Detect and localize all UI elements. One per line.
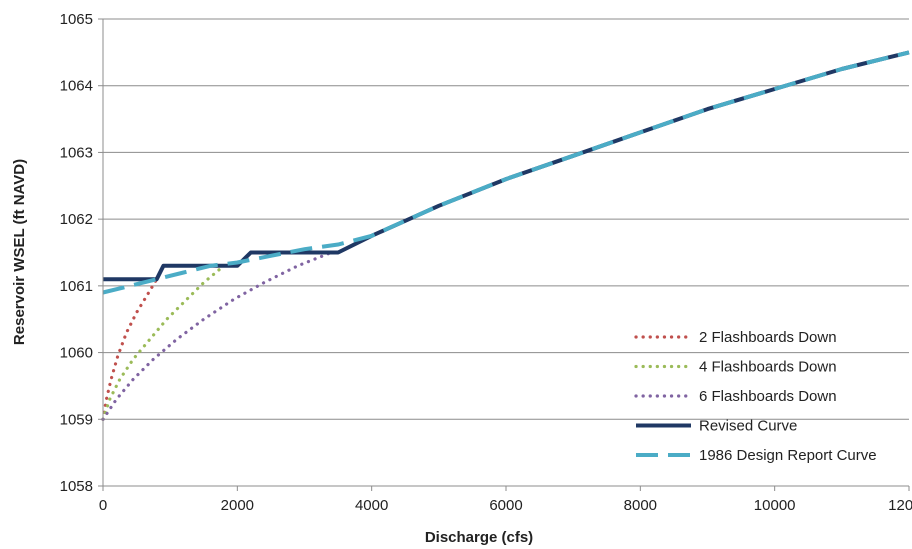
- legend-label-2-flashboards-down: 2 Flashboards Down: [699, 329, 837, 346]
- series-line-4-flashboards-down: [101, 264, 226, 421]
- y-tick-label: 1063: [60, 144, 93, 161]
- x-tick-label: 10000: [754, 497, 796, 514]
- x-axis-title: Discharge (cfs): [425, 529, 533, 546]
- legend-label-4-flashboards-down: 4 Flashboards Down: [699, 359, 837, 376]
- y-tick-label: 1059: [60, 411, 93, 428]
- legend-label-1986-design-report-curve: 1986 Design Report Curve: [699, 447, 877, 464]
- y-tick-label: 1061: [60, 278, 93, 295]
- legend: 2 Flashboards Down 4 Flashboards Down 6 Fl…: [634, 329, 877, 464]
- y-axis-title: Reservoir WSEL (ft NAVD): [11, 159, 28, 345]
- x-tick-label: 2000: [221, 497, 254, 514]
- y-tick-label: 1060: [60, 345, 93, 362]
- y-axis-ticks: 1058 1059 1060 1061 1062 1063 1064 1065: [60, 11, 103, 495]
- series-line-2-flashboards-down: [101, 277, 159, 421]
- y-tick-label: 1062: [60, 211, 93, 228]
- y-tick-label: 1065: [60, 11, 93, 28]
- x-axis-ticks: 0 2000 4000 6000 8000 10000 12000: [99, 486, 912, 514]
- gridlines: [103, 18, 909, 420]
- series-line-1986-design-report-curve: [102, 50, 910, 295]
- series-line-6-flashboards-down: [101, 250, 333, 421]
- legend-label-6-flashboards-down: 6 Flashboards Down: [699, 388, 837, 405]
- axes: [102, 19, 909, 487]
- x-tick-label: 6000: [489, 497, 522, 514]
- y-tick-label: 1058: [60, 478, 93, 495]
- y-tick-label: 1064: [60, 78, 93, 95]
- x-tick-label: 0: [99, 497, 107, 514]
- series-layer: [101, 50, 910, 421]
- legend-label-revised-curve: Revised Curve: [699, 418, 797, 435]
- x-tick-label: 4000: [355, 497, 388, 514]
- x-tick-label: 12000: [888, 497, 912, 514]
- x-tick-label: 8000: [624, 497, 657, 514]
